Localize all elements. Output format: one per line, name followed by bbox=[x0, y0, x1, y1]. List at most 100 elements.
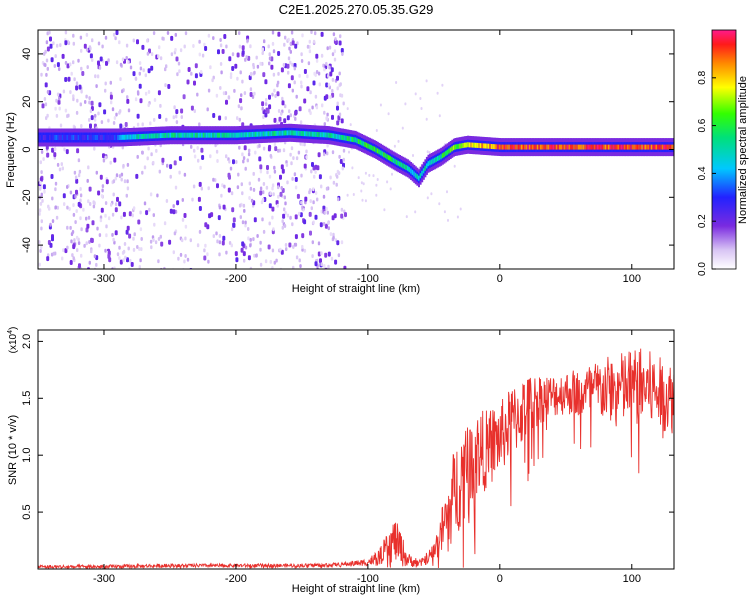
spectrogram-noise-cell bbox=[103, 109, 107, 115]
spectrogram-ridge-core bbox=[183, 132, 186, 138]
spectrogram-noise-cell bbox=[107, 58, 110, 63]
spectrogram-noise-cell bbox=[453, 164, 456, 168]
spectrogram-ridge-core bbox=[234, 132, 237, 138]
spectrogram-ridge-core bbox=[357, 139, 360, 144]
spectrogram-noise-cell bbox=[144, 73, 147, 78]
spectrogram-noise-cell bbox=[184, 254, 187, 258]
spectrogram-ridge-core bbox=[178, 132, 181, 138]
spectrogram-noise-cell bbox=[344, 212, 347, 218]
spectrogram-noise-cell bbox=[69, 190, 73, 195]
spectrogram-noise-cell bbox=[218, 240, 222, 245]
spectrogram-noise-cell bbox=[216, 183, 219, 189]
spectrogram-noise-cell bbox=[91, 58, 94, 62]
spectrogram-ridge-core bbox=[264, 131, 267, 137]
spectrogram-noise-cell bbox=[122, 258, 125, 263]
spectrogram-noise-cell bbox=[72, 244, 76, 250]
spectrogram-ridge-core bbox=[180, 132, 183, 138]
snr-frame bbox=[37, 329, 675, 570]
spectrogram-ridge-core bbox=[581, 144, 584, 150]
spectrogram-ridge-core bbox=[228, 132, 230, 138]
spectrogram-ridge-core bbox=[49, 135, 52, 140]
spectrogram-ridge-core bbox=[258, 131, 261, 137]
spectrogram-ridge-core bbox=[501, 144, 504, 150]
spectrogram-noise-cell bbox=[323, 67, 326, 72]
spectrogram-noise-cell bbox=[93, 146, 96, 151]
spectrogram-noise-cell bbox=[198, 181, 202, 187]
spectrogram-ridge-core bbox=[278, 130, 281, 136]
colorbar-label: Normalized spectral amplitude bbox=[737, 76, 749, 224]
spectrogram-noise-cell bbox=[331, 77, 335, 82]
spectrogram-noise-cell bbox=[264, 79, 268, 85]
spectrogram-noise-cell bbox=[221, 183, 224, 188]
spectrogram-ridge-core bbox=[267, 131, 270, 137]
spectrogram-noise-cell bbox=[288, 109, 291, 114]
spectrogram-noise-cell bbox=[327, 73, 330, 78]
spectrogram-noise-cell bbox=[168, 239, 172, 245]
spectrogram-noise-cell bbox=[219, 38, 222, 42]
spectrogram-noise-cell bbox=[184, 236, 187, 241]
spectrogram-ridge-core bbox=[215, 132, 218, 138]
spectrogram-noise-cell bbox=[64, 77, 68, 82]
spectrogram-noise-cell bbox=[139, 66, 143, 71]
spectrogram-noise-cell bbox=[125, 56, 128, 60]
spectrogram-noise-cell bbox=[269, 153, 272, 158]
spectrogram-noise-cell bbox=[116, 196, 119, 202]
spectrogram-ridge-core bbox=[292, 130, 295, 136]
spectrogram-noise-cell bbox=[44, 82, 48, 88]
spectrogram-noise-cell bbox=[76, 248, 79, 253]
spectrogram-noise-cell bbox=[45, 72, 48, 77]
spectrogram-noise-cell bbox=[120, 215, 123, 220]
spectrogram-ridge-core bbox=[107, 135, 110, 140]
spectrogram-noise-cell bbox=[414, 92, 417, 96]
spectrogram-noise-cell bbox=[116, 252, 120, 257]
spectrogram-ridge-core bbox=[646, 144, 648, 150]
spectrogram-ridge-core bbox=[308, 131, 311, 137]
spectrogram-noise-cell bbox=[320, 262, 323, 267]
spectrogram-noise-cell bbox=[436, 91, 439, 95]
spectrogram-noise-cell bbox=[111, 212, 115, 217]
spectrogram-noise-cell bbox=[323, 122, 326, 127]
spectrogram-noise-cell bbox=[326, 112, 329, 117]
spectrogram-noise-cell bbox=[126, 225, 130, 231]
spectrogram-ridge-core bbox=[367, 143, 370, 149]
spectrogram-noise-cell bbox=[364, 199, 367, 203]
spectrogram-noise-cell bbox=[134, 76, 138, 81]
spectrogram-noise-cell bbox=[241, 45, 245, 51]
spectrogram-noise-cell bbox=[215, 149, 219, 154]
spectrogram-noise-cell bbox=[198, 39, 201, 44]
spectrogram-noise-cell bbox=[101, 44, 104, 49]
spectrogram-noise-cell bbox=[282, 62, 286, 67]
spectrogram-noise-cell bbox=[336, 174, 339, 179]
spectrogram-noise-cell bbox=[182, 94, 186, 100]
spectrogram-noise-cell bbox=[336, 105, 339, 111]
spectrogram-noise-cell bbox=[238, 203, 242, 208]
spectrogram-ridge-core bbox=[373, 146, 376, 152]
spectrogram-noise-cell bbox=[172, 250, 175, 255]
spectrogram-noise-cell bbox=[161, 157, 165, 163]
spectrogram-noise-cell bbox=[157, 54, 160, 59]
spectrogram-noise-cell bbox=[190, 71, 193, 76]
spectrogram-noise-cell bbox=[362, 182, 365, 186]
spectrogram-ridge-core bbox=[471, 142, 474, 148]
spectrogram-noise-cell bbox=[268, 174, 272, 179]
spectrogram-ridge-core bbox=[123, 134, 126, 140]
spectrogram-noise-cell bbox=[114, 230, 118, 236]
spectrogram-noise-cell bbox=[52, 251, 55, 256]
spectrogram-ridge-core bbox=[83, 135, 86, 140]
spectrogram-noise-cell bbox=[315, 105, 319, 110]
spectrogram-ridge-core bbox=[601, 144, 604, 150]
spectrogram-noise-cell bbox=[149, 121, 152, 126]
spectrogram-noise-cell bbox=[269, 191, 272, 196]
spectrogram-noise-cell bbox=[245, 55, 248, 60]
spectrogram-noise-cell bbox=[54, 106, 57, 111]
spectrogram-noise-cell bbox=[50, 174, 54, 179]
spectrogram-ridge-core bbox=[389, 156, 392, 162]
spectrogram-noise-cell bbox=[53, 147, 57, 152]
spectrogram-noise-cell bbox=[72, 94, 75, 99]
spectrogram-noise-cell bbox=[75, 209, 78, 214]
spectrogram-noise-cell bbox=[334, 37, 337, 42]
spectrogram-ridge-core bbox=[566, 144, 569, 150]
spectrogram-noise-cell bbox=[219, 43, 223, 48]
spectrogram-ridge-core bbox=[353, 137, 356, 143]
spectrogram-noise-cell bbox=[54, 181, 58, 186]
